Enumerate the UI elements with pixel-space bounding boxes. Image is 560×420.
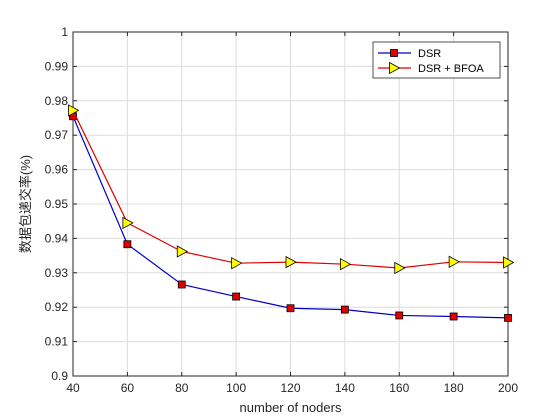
data-point xyxy=(232,292,241,301)
data-point xyxy=(394,261,406,275)
x-tick-label: 140 xyxy=(335,381,355,395)
x-tick-label: 80 xyxy=(175,381,189,395)
x-tick-label: 40 xyxy=(66,381,80,395)
y-tick-label: 0.91 xyxy=(45,335,69,349)
legend-box xyxy=(372,41,501,79)
data-point xyxy=(176,245,189,258)
legend-label: DSR xyxy=(418,48,441,60)
axis-ticks: 40 60 80 100 120 140 160 180 200 0.9 0.91 0.92 0.93 0… xyxy=(45,25,519,395)
data-point xyxy=(123,240,132,249)
data-point xyxy=(340,305,349,314)
x-tick-label: 120 xyxy=(280,381,300,395)
x-tick-label: 160 xyxy=(389,381,409,395)
y-axis-label: 数据包递交率(%) xyxy=(18,155,33,253)
data-point xyxy=(503,256,515,269)
x-tick-label: 100 xyxy=(226,381,246,395)
y-tick-label: 0.96 xyxy=(45,163,69,177)
data-point xyxy=(122,216,134,230)
data-point xyxy=(504,313,512,322)
legend-entry: DSR + BFOA xyxy=(378,61,484,75)
y-tick-label: 0.93 xyxy=(45,266,69,280)
legend-marker xyxy=(390,49,398,57)
y-tick-label: 0.9 xyxy=(51,369,68,383)
series-group xyxy=(68,104,515,322)
y-tick-label: 0.98 xyxy=(45,94,69,108)
y-tick-label: 0.99 xyxy=(45,59,69,73)
series-2 xyxy=(68,104,515,275)
legend-label: DSR + BFOA xyxy=(418,63,484,75)
legend-marker xyxy=(389,61,401,75)
data-point xyxy=(448,255,460,268)
data-point xyxy=(231,256,243,270)
grid xyxy=(72,31,509,377)
y-tick-label: 1 xyxy=(61,25,68,39)
x-tick-label: 60 xyxy=(121,381,135,395)
series-1 xyxy=(69,112,512,322)
y-tick-label: 0.95 xyxy=(45,197,69,211)
data-point xyxy=(285,255,297,269)
data-point xyxy=(286,304,295,313)
x-axis-label: number of noders xyxy=(240,400,342,415)
data-point xyxy=(339,258,352,271)
data-point xyxy=(68,104,80,117)
legend-entry: DSR xyxy=(378,48,441,60)
data-point xyxy=(449,312,458,321)
x-tick-label: 180 xyxy=(444,381,464,395)
y-tick-label: 0.97 xyxy=(45,128,69,142)
data-point xyxy=(177,280,186,289)
y-tick-label: 0.94 xyxy=(45,231,69,245)
x-tick-label: 200 xyxy=(498,381,518,395)
legend: DSR DSR + BFOA xyxy=(372,41,501,79)
data-point xyxy=(395,311,404,320)
y-tick-label: 0.92 xyxy=(45,300,69,314)
